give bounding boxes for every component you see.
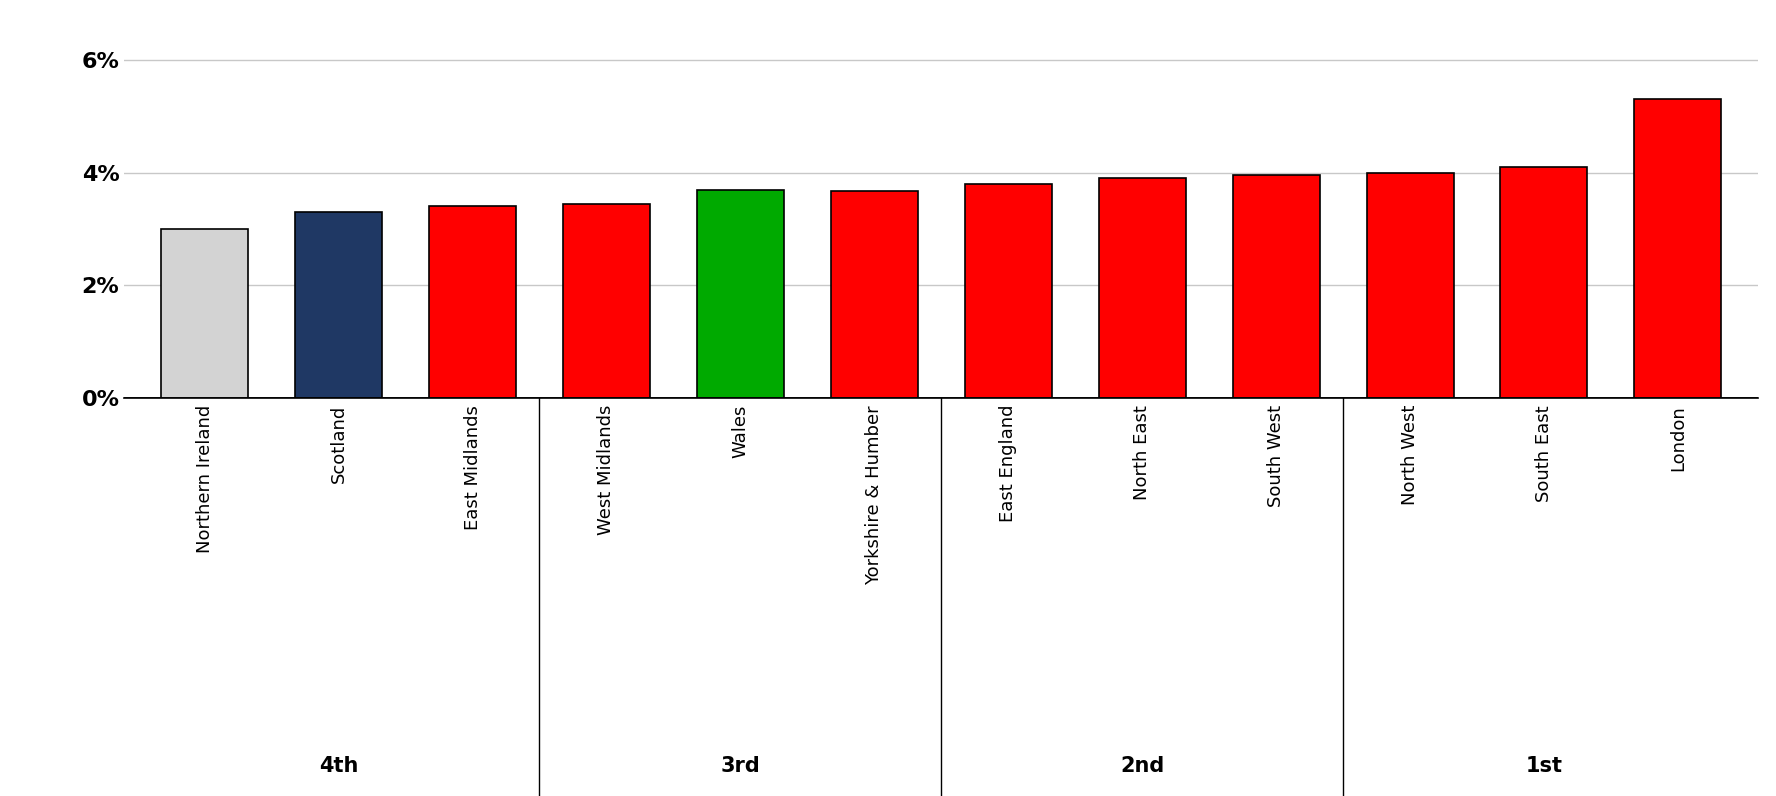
Bar [1233, 175, 1320, 398]
Bar [1099, 178, 1186, 398]
Bar [1634, 100, 1721, 398]
Bar [162, 229, 249, 398]
Bar [696, 189, 783, 398]
Bar [1501, 167, 1588, 398]
Bar [563, 204, 650, 398]
Bar [295, 212, 382, 398]
Bar [430, 206, 517, 398]
Text: 2nd: 2nd [1121, 756, 1165, 776]
Text: 3rd: 3rd [721, 756, 760, 776]
Bar [831, 191, 918, 398]
Text: 1st: 1st [1526, 756, 1563, 776]
Text: 4th: 4th [320, 756, 359, 776]
Bar [1366, 173, 1453, 398]
Bar [964, 184, 1051, 398]
